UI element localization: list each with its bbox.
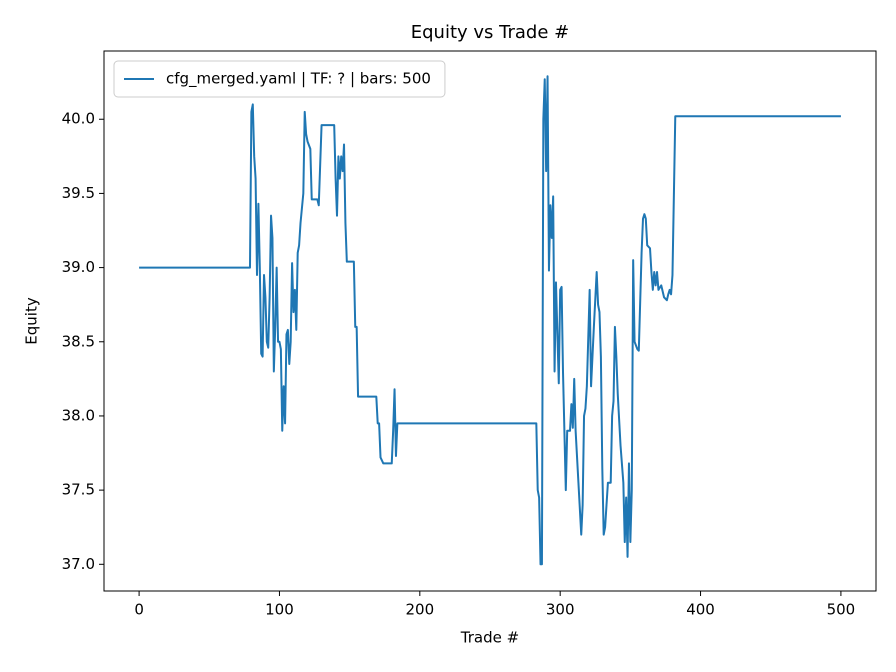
y-tick-label: 38.5	[62, 332, 95, 350]
y-tick-label: 39.5	[62, 184, 95, 202]
x-tick-label: 0	[134, 601, 144, 619]
x-tick-label: 300	[546, 601, 575, 619]
y-tick-label: 38.0	[62, 406, 95, 424]
y-tick-label: 37.0	[62, 555, 95, 573]
legend-label: cfg_merged.yaml | TF: ? | bars: 500	[166, 70, 431, 89]
axes-frame	[103, 50, 877, 592]
x-tick-label: 200	[405, 601, 434, 619]
series-line	[139, 75, 841, 566]
legend-box	[113, 60, 446, 98]
y-tick-label: 37.5	[62, 481, 95, 499]
y-axis-label: Equity	[23, 297, 41, 345]
y-tick-label: 40.0	[62, 110, 95, 128]
x-tick-label: 100	[265, 601, 294, 619]
chart-title: Equity vs Trade #	[411, 22, 569, 43]
x-tick-label: 500	[827, 601, 856, 619]
x-tick-label: 400	[686, 601, 715, 619]
y-tick-label: 39.0	[62, 258, 95, 276]
x-axis-label: Trade #	[460, 629, 519, 647]
